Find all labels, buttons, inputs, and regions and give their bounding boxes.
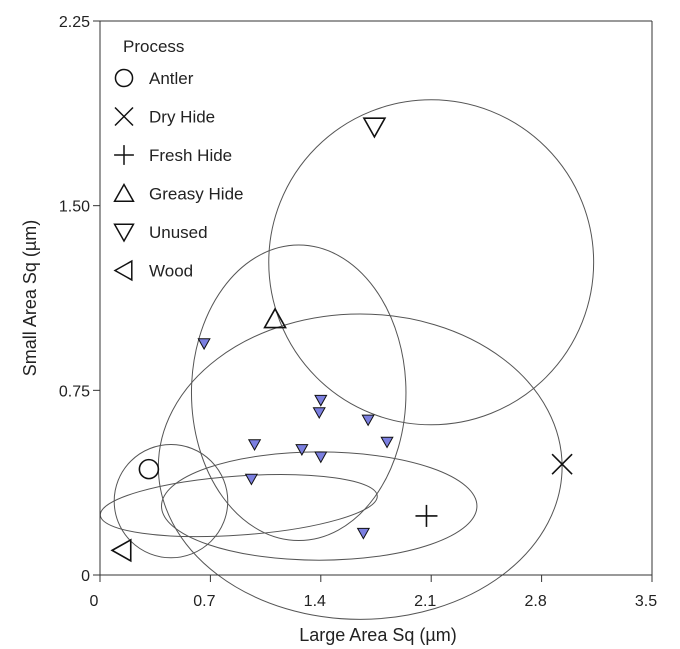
legend: Process Antler Dry Hide Fresh Hide Greasy H… bbox=[113, 37, 243, 282]
ellipse-dry-hide bbox=[157, 313, 563, 620]
legend-title: Process bbox=[123, 37, 184, 56]
legend-marker-antler bbox=[114, 68, 134, 88]
point-antler bbox=[138, 458, 160, 480]
y-tick-label: 0.75 bbox=[59, 383, 90, 400]
x-tick-label: 1.4 bbox=[304, 593, 326, 610]
x-tick-label: 0 bbox=[90, 593, 99, 610]
legend-label-greasy-hide: Greasy Hide bbox=[149, 185, 243, 204]
legend-marker-dry-hide bbox=[114, 106, 134, 127]
axes bbox=[99, 20, 653, 576]
legend-marker-wood bbox=[113, 259, 133, 282]
legend-marker-greasy-hide bbox=[113, 182, 135, 203]
legend-label-unused: Unused bbox=[149, 223, 208, 242]
point-wood bbox=[110, 538, 132, 563]
y-axis-title: Small Area Sq (µm) bbox=[20, 220, 40, 376]
legend-label-wood: Wood bbox=[149, 262, 193, 281]
x-tick-label: 2.1 bbox=[414, 593, 436, 610]
legend-label-dry-hide: Dry Hide bbox=[149, 108, 215, 127]
legend-marker-unused bbox=[113, 223, 135, 243]
ellipse-greasy-hide bbox=[190, 244, 407, 542]
x-axis-title: Large Area Sq (µm) bbox=[299, 625, 456, 645]
ticks: 0 0.7 1.4 2.1 2.8 3.5 0 0.75 1.50 2.25 bbox=[59, 14, 657, 610]
point-dry-hide bbox=[551, 453, 573, 475]
legend-label-fresh-hide: Fresh Hide bbox=[149, 146, 232, 165]
small-point bbox=[314, 394, 328, 407]
small-point bbox=[361, 414, 375, 427]
x-tick-label: 0.7 bbox=[193, 593, 215, 610]
ellipse-wood bbox=[113, 444, 229, 559]
small-point bbox=[312, 407, 326, 420]
ellipse-unused bbox=[268, 99, 595, 426]
ellipse-antler bbox=[99, 474, 378, 538]
confidence-ellipses bbox=[99, 99, 595, 620]
point-greasy-hide bbox=[263, 307, 287, 329]
small-point bbox=[197, 338, 211, 351]
data-points bbox=[110, 117, 573, 563]
legend-label-antler: Antler bbox=[149, 69, 194, 88]
small-point bbox=[244, 473, 259, 486]
point-fresh-hide bbox=[415, 504, 438, 527]
small-point bbox=[247, 439, 262, 452]
x-tick-label: 2.8 bbox=[524, 593, 546, 610]
point-unused bbox=[362, 117, 387, 139]
y-tick-label: 0 bbox=[81, 568, 90, 585]
x-tick-label: 3.5 bbox=[635, 593, 657, 610]
y-tick-label: 2.25 bbox=[59, 14, 90, 31]
small-point bbox=[380, 436, 394, 449]
small-point bbox=[356, 527, 371, 540]
small-point bbox=[295, 444, 309, 456]
legend-marker-fresh-hide bbox=[114, 145, 134, 165]
small-point bbox=[314, 451, 328, 464]
y-tick-label: 1.50 bbox=[59, 199, 90, 216]
